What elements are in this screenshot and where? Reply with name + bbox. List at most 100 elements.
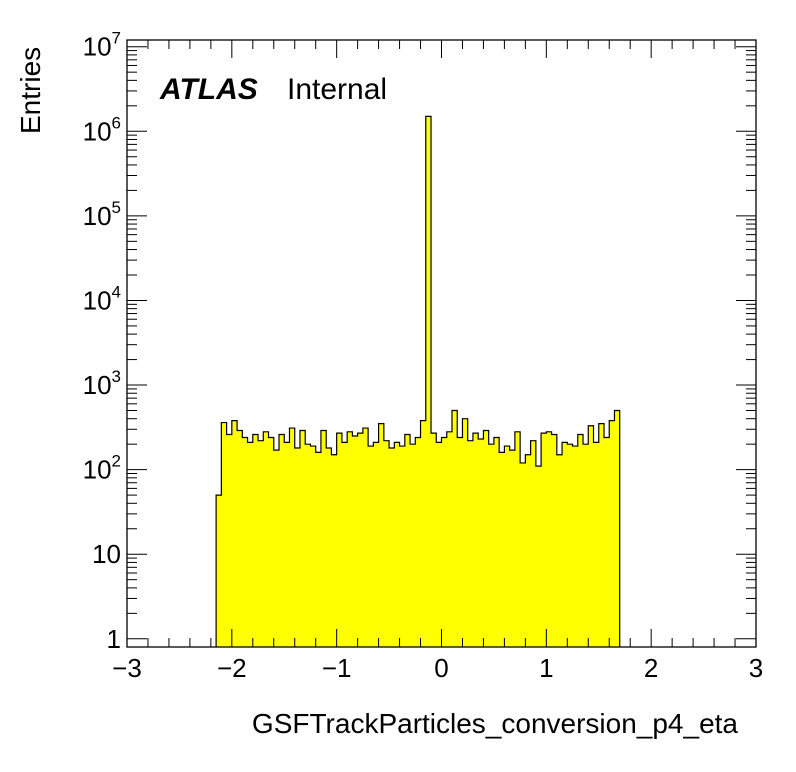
histogram-bar [609, 420, 615, 647]
histogram-bar [603, 437, 610, 647]
y-tick-label: 103 [83, 367, 121, 400]
y-tick-label: 107 [83, 29, 121, 62]
histogram-bar [478, 439, 484, 647]
histogram-bar [362, 428, 369, 647]
histogram-bar [268, 437, 275, 647]
histogram-bar [546, 431, 552, 647]
histogram-bar [263, 431, 269, 647]
histogram-bar [352, 435, 359, 647]
internal-label: Internal [287, 73, 387, 106]
histogram-bar [436, 442, 442, 647]
histogram-bar [483, 430, 490, 647]
histogram-bar [368, 446, 374, 647]
histogram-bar [289, 428, 296, 647]
histogram-bar [331, 454, 338, 647]
histogram-bar [279, 434, 285, 647]
histogram-bar [541, 433, 547, 647]
x-tick-label: −1 [322, 653, 352, 683]
histogram-bar [488, 444, 495, 647]
histogram-bar [315, 452, 322, 647]
histogram-bar [378, 423, 385, 647]
y-tick-label: 105 [83, 198, 121, 231]
x-axis-title: GSFTrackParticles_conversion_p4_eta [252, 708, 739, 739]
histogram-bar [577, 434, 584, 647]
histogram-bar [457, 437, 463, 647]
histogram-bar [420, 420, 427, 647]
y-axis-title: Entries [15, 47, 46, 134]
histogram-bar [462, 418, 469, 647]
histogram-bar [231, 420, 238, 647]
histogram-bar [216, 495, 222, 647]
histogram-bar [305, 444, 311, 647]
histogram-bar [357, 433, 364, 647]
x-tick-label: −3 [112, 653, 142, 683]
histogram-bar [551, 434, 558, 647]
histogram-bar [514, 431, 521, 647]
y-tick-label: 102 [83, 452, 121, 485]
y-axis-ticks [127, 46, 756, 640]
histogram-bar [299, 430, 306, 647]
histogram-bar [583, 444, 589, 647]
x-tick-label: 2 [644, 653, 658, 683]
histogram-bar [389, 448, 395, 647]
histogram-bar [509, 450, 516, 647]
histogram-bar [572, 446, 579, 647]
histogram-bar [467, 440, 474, 647]
histogram-bar [221, 422, 227, 647]
histogram-bar [273, 450, 280, 647]
histogram-bar [446, 431, 453, 647]
histogram-bar [451, 410, 458, 647]
y-tick-label: 104 [83, 282, 121, 315]
histogram-bar [294, 448, 301, 647]
histogram-bars [216, 116, 621, 648]
histogram-bar [336, 433, 343, 647]
histogram-bar [341, 442, 348, 647]
histogram-bar [499, 452, 505, 647]
x-axis-tick-labels: −3 −2 −1 0 1 2 3 [112, 653, 763, 683]
histogram-bar [530, 440, 537, 647]
histogram-bar [472, 433, 479, 647]
histogram-bar [415, 437, 421, 647]
histogram-bar [562, 442, 568, 647]
y-axis-tick-labels: 1 10 102 103 104 105 106 107 [83, 29, 121, 654]
histogram-bar [598, 423, 605, 647]
histogram-bar [242, 437, 248, 647]
histogram-bar [399, 446, 406, 647]
histogram-bar [284, 442, 290, 647]
histogram-bar [556, 454, 563, 647]
atlas-label: ATLAS [159, 73, 258, 106]
histogram-bar [252, 434, 259, 647]
histogram-bar [614, 410, 621, 647]
histogram-bar [237, 430, 243, 647]
histogram-bar [247, 442, 254, 647]
y-tick-label: 106 [83, 113, 121, 146]
histogram-bar [593, 442, 600, 647]
y-tick-label: 1 [107, 624, 121, 654]
histogram-bar [535, 466, 542, 647]
histogram-bar [326, 448, 332, 647]
x-tick-label: 1 [539, 653, 553, 683]
histogram-bar [373, 442, 379, 647]
histogram-bar [504, 446, 511, 647]
histogram-bar [310, 446, 317, 647]
y-tick-label: 10 [92, 539, 121, 569]
histogram-bar [441, 437, 448, 647]
x-axis-ticks [126, 40, 757, 647]
histogram-outline [215, 115, 621, 647]
histogram-bar [431, 433, 437, 647]
histogram-bar [394, 442, 400, 647]
x-tick-label: 3 [749, 653, 763, 683]
x-tick-label: 0 [434, 653, 448, 683]
histogram-bar [567, 444, 573, 647]
histogram-bar [525, 454, 532, 647]
histogram-bar [404, 434, 411, 647]
histogram-bar [226, 434, 233, 647]
histogram-bar [520, 462, 526, 647]
histogram-bar [425, 116, 432, 648]
histogram-bar [383, 440, 390, 647]
x-tick-label: −2 [217, 653, 247, 683]
histogram-bar [320, 430, 327, 647]
histogram-bar [258, 440, 264, 647]
histogram-bar [410, 444, 416, 647]
